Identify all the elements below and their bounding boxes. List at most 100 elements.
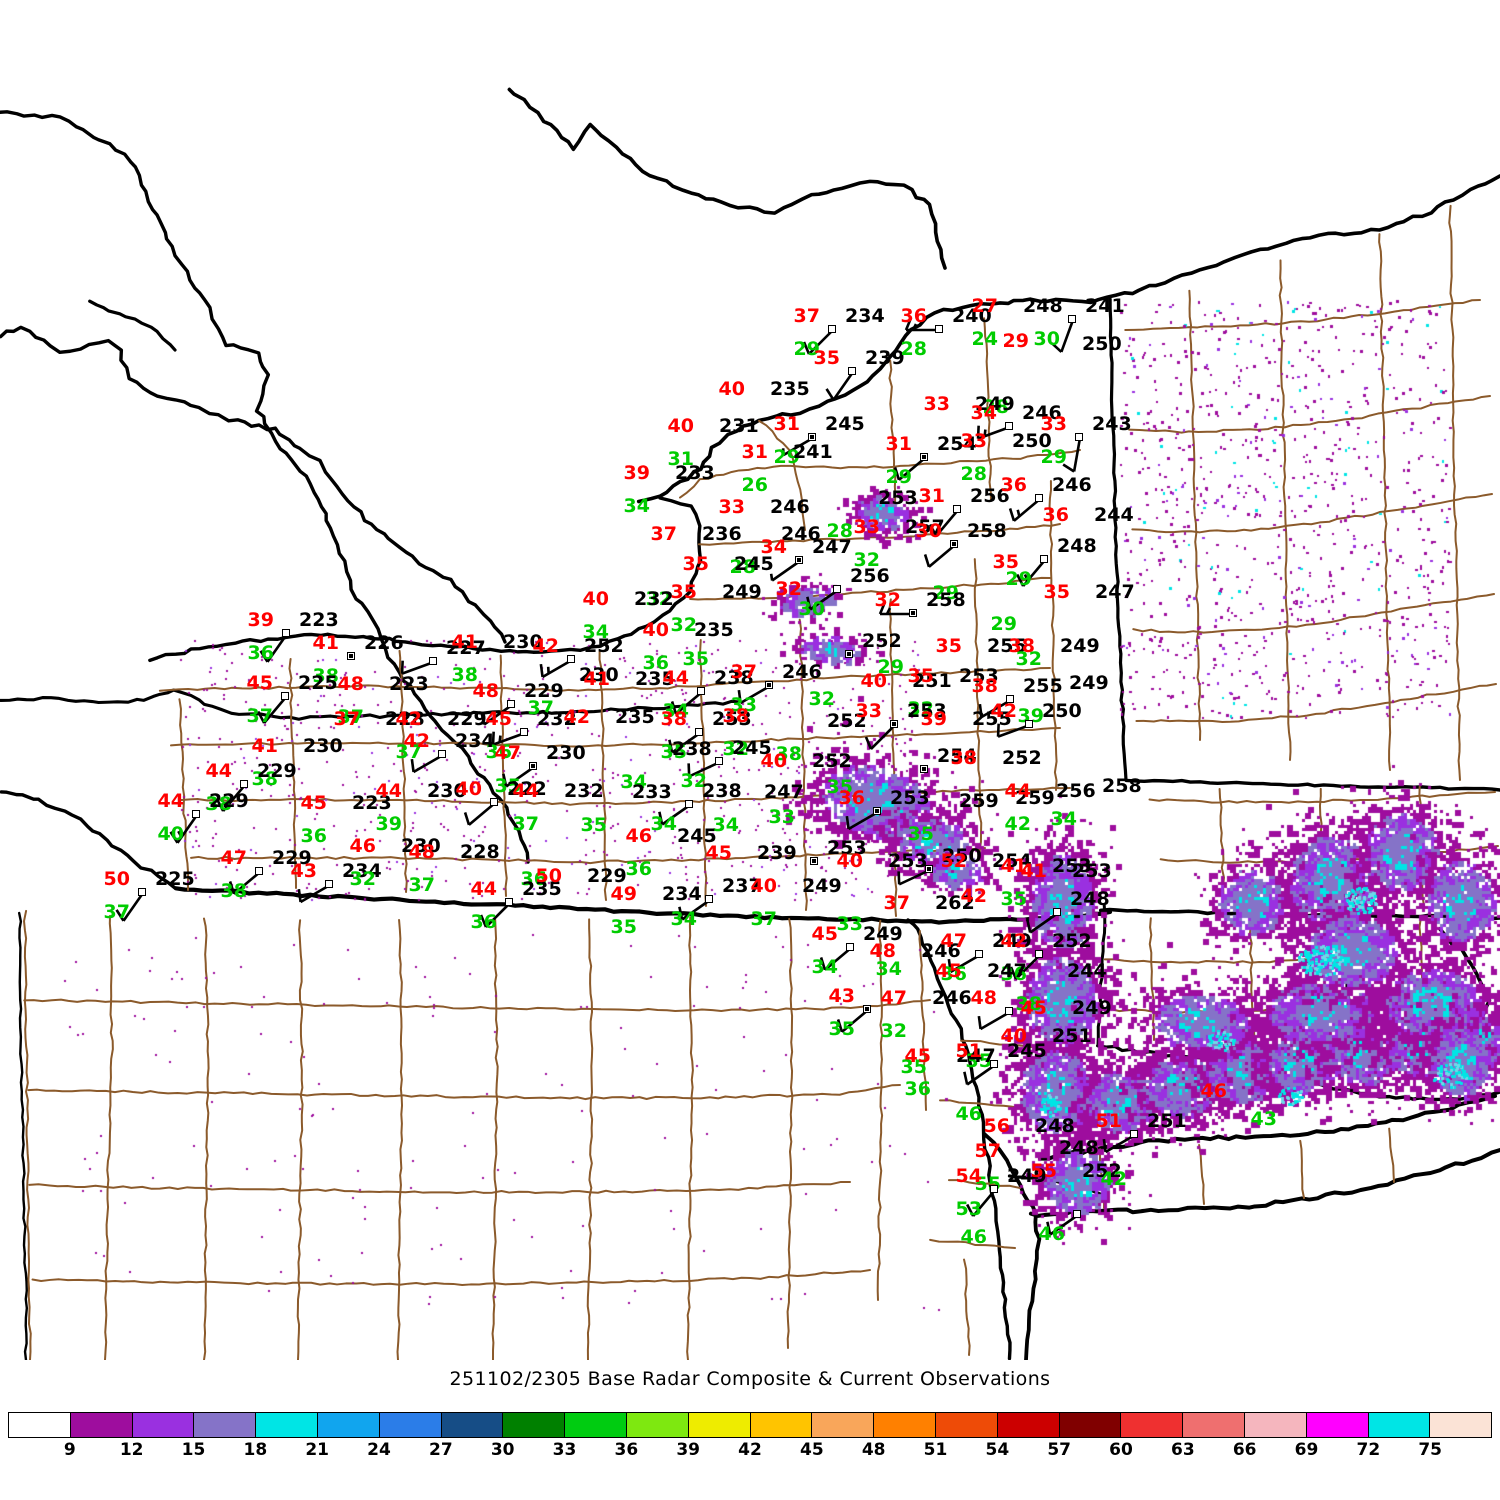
- wind-barb: [802, 329, 834, 355]
- colorbar-tick-69: 69: [1294, 1440, 1319, 1460]
- station-dewpoint: 37: [750, 908, 777, 930]
- wind-barb: [216, 784, 246, 812]
- station-dewpoint: 35: [828, 1018, 855, 1040]
- station-marker-icon: [1035, 950, 1043, 958]
- station-temperature: 40: [582, 588, 609, 610]
- station-marker-icon: [567, 655, 575, 663]
- station-marker-icon: [846, 943, 854, 951]
- station-pressure: 245: [825, 413, 865, 435]
- station-temperature: 38: [660, 708, 687, 730]
- station-marker-icon: [429, 657, 437, 665]
- colorbar-swatch-11: [687, 1413, 750, 1437]
- station-dewpoint: 34: [1050, 808, 1077, 830]
- station-marker-icon: [975, 950, 983, 958]
- wind-barb: [502, 765, 535, 788]
- station-observations-layer: 37 29 234 35 239 40 235 36 28 240 27 24 248 29 30 241 25…: [104, 297, 1277, 1247]
- station-temperature: 40: [667, 415, 694, 437]
- wind-barb: [463, 802, 496, 826]
- colorbar-tick-15: 15: [181, 1440, 206, 1460]
- station-marker-icon: [325, 880, 333, 888]
- station-pressure: 223: [299, 609, 339, 631]
- station-temperature: 40: [750, 875, 777, 897]
- station-dewpoint: 34: [875, 958, 902, 980]
- colorbar-swatch-23: [1429, 1413, 1492, 1437]
- station-marker-icon: [705, 895, 713, 903]
- station-marker-icon: [1130, 1130, 1138, 1138]
- station-pressure: 245: [1007, 1040, 1047, 1062]
- wind-barb: [929, 509, 959, 537]
- station-dewpoint: 32: [880, 1020, 907, 1042]
- station-dewpoint: 39: [375, 813, 402, 835]
- colorbar-tick-60: 60: [1109, 1440, 1133, 1460]
- station-marker-icon: [848, 367, 856, 375]
- station-pressure: 257: [905, 516, 945, 538]
- station-pressure: 246: [1052, 474, 1092, 496]
- wind-barb: [668, 731, 701, 754]
- station-dewpoint: 32: [907, 698, 934, 720]
- station-dewpoint: 35: [494, 775, 521, 797]
- station-dewpoint: 38: [205, 793, 232, 815]
- station-temperature: 48: [408, 841, 435, 863]
- wind-barb: [819, 947, 852, 971]
- station-dewpoint: 28: [982, 396, 1009, 418]
- colorbar-swatch-6: [378, 1413, 441, 1437]
- station-temperature: 29: [1002, 330, 1029, 352]
- colorbar-tick-51: 51: [923, 1440, 948, 1460]
- station-dewpoint: 34: [620, 771, 647, 793]
- station-pressure: 232: [634, 588, 674, 610]
- radar-reflectivity-layer: [0, 0, 1500, 1360]
- station-dewpoint: 34: [811, 956, 838, 978]
- station-pressure: 229: [272, 847, 312, 869]
- station-dewpoint: 36: [625, 858, 652, 880]
- station-dewpoint: 37: [246, 705, 273, 727]
- station-dewpoint: 32: [349, 868, 376, 890]
- colorbar-tick-63: 63: [1170, 1440, 1195, 1460]
- station-dewpoint: 36: [520, 868, 547, 890]
- colorbar-tick-12: 12: [119, 1440, 144, 1460]
- station-marker-icon: [810, 857, 818, 865]
- station-pressure: 229: [209, 790, 249, 812]
- station-temperature: 38: [722, 705, 749, 727]
- station-temperature: 33: [855, 700, 882, 722]
- station-dewpoint: 34: [662, 700, 689, 722]
- colorbar-swatch-16: [996, 1413, 1059, 1437]
- wind-barb: [1050, 319, 1075, 353]
- station-dewpoint: 36: [642, 652, 669, 674]
- map-canvas[interactable]: 37 29 234 35 239 40 235 36 28 240 27 24 248 29 30 241 25…: [0, 0, 1500, 1360]
- station-temperature: 48: [472, 680, 499, 702]
- station-pressure: 245: [734, 553, 774, 575]
- station-pressure: 262: [935, 892, 975, 914]
- wind-barb: [893, 457, 926, 481]
- station-temperature: 41: [1000, 855, 1027, 877]
- station-dewpoint: 37: [527, 697, 554, 719]
- wind-barb: [769, 559, 801, 582]
- station-pressure: 255: [987, 635, 1027, 657]
- station-temperature: 42: [395, 708, 422, 730]
- station-temperature: 33: [718, 496, 745, 518]
- station-temperature: 36: [1000, 474, 1027, 496]
- wind-barb: [806, 588, 839, 611]
- station-marker-icon: [281, 692, 289, 700]
- page-title: 251102/2305 Base Radar Composite & Curre…: [449, 1368, 1051, 1390]
- station-dewpoint: 34: [623, 495, 650, 517]
- station-marker-icon: [990, 1185, 998, 1193]
- wind-barb: [479, 902, 511, 928]
- wind-barb: [836, 1009, 869, 1033]
- colorbar-tick-27: 27: [428, 1440, 453, 1460]
- colorbar-tick-48: 48: [861, 1440, 886, 1460]
- wind-barb: [923, 544, 956, 568]
- station-pressure: 246: [1022, 402, 1062, 424]
- station-dewpoint: 35: [907, 823, 934, 845]
- colorbar-swatch-17: [1058, 1413, 1121, 1437]
- station-marker-icon: [697, 687, 705, 695]
- wind-barb: [480, 703, 513, 726]
- station-temperature: 44: [470, 878, 497, 900]
- station-dewpoint: 29: [793, 338, 820, 360]
- station-pressure: 251: [1052, 1025, 1092, 1047]
- station-dewpoint: 42: [1004, 813, 1031, 835]
- station-marker-icon: [695, 728, 703, 736]
- station-dewpoint: 30: [1033, 328, 1060, 350]
- colorbar-swatch-4: [255, 1413, 317, 1437]
- station-temperature: 48: [337, 673, 364, 695]
- station-dewpoint: 36: [300, 825, 327, 847]
